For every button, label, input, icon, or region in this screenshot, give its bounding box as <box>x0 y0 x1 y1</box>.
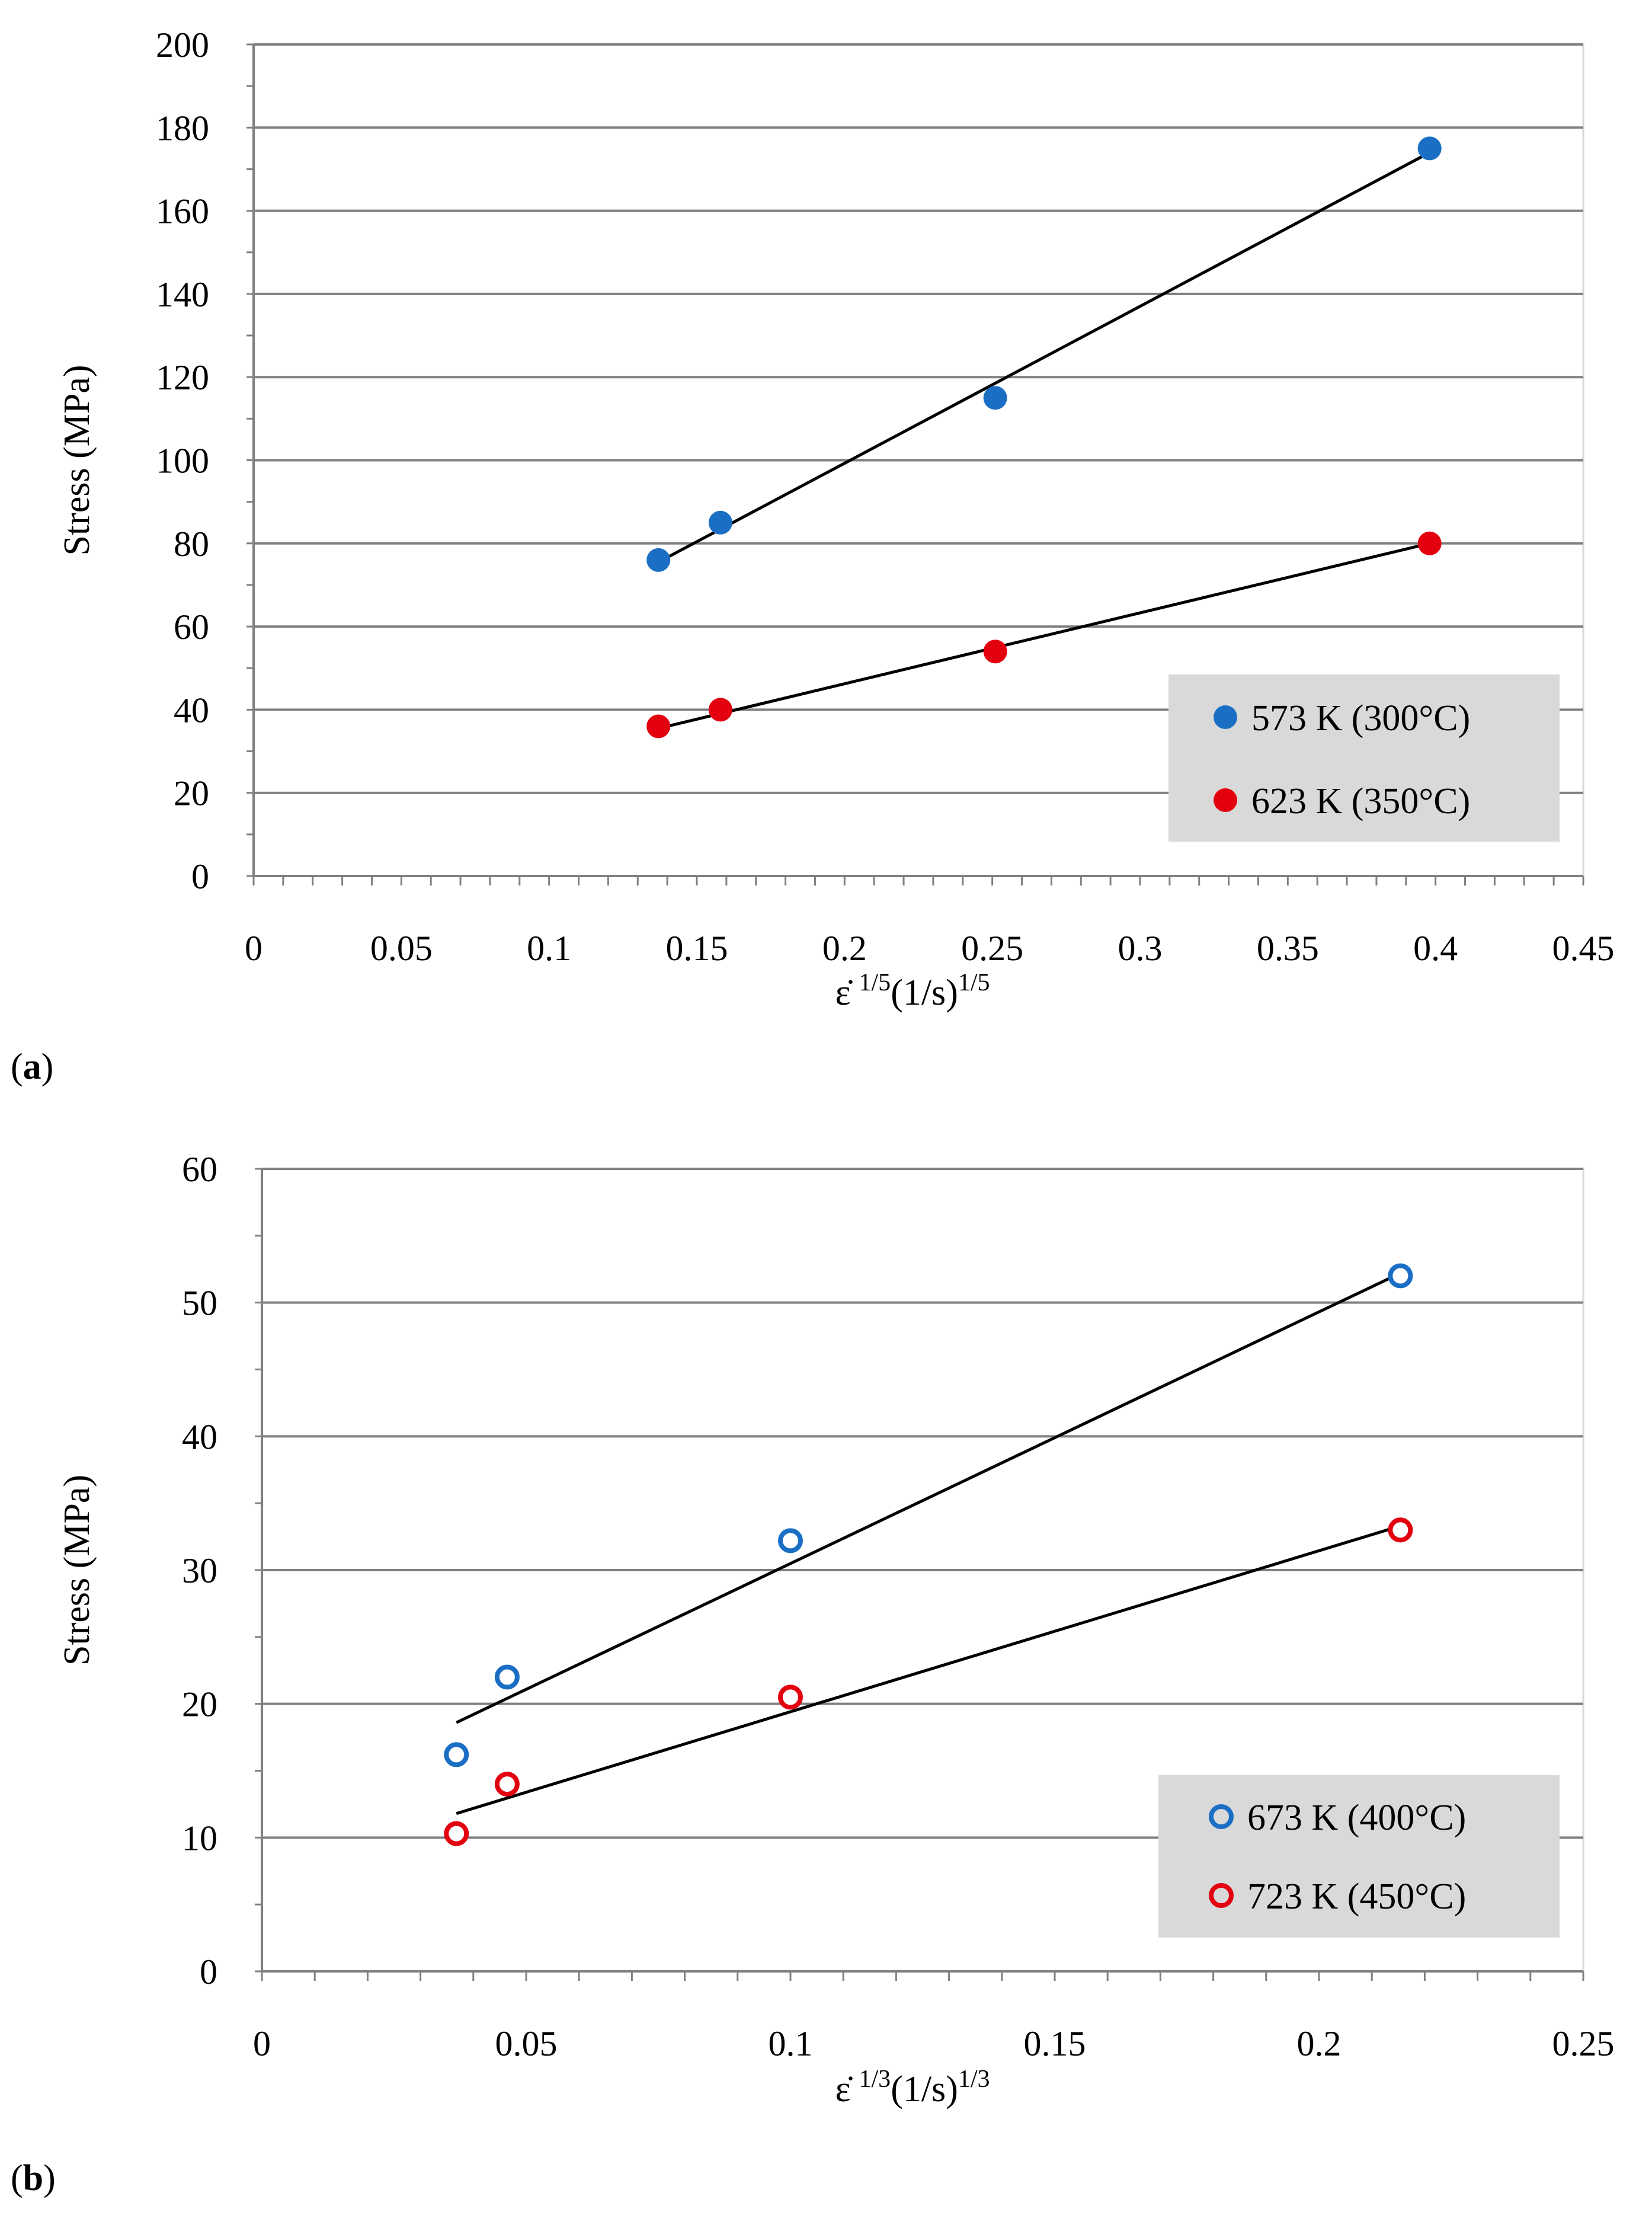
x-axis-title-part: (1/s) <box>891 2069 958 2109</box>
panel-label: (b) <box>11 2158 56 2198</box>
y-tick-label: 200 <box>156 25 209 65</box>
y-tick-label: 40 <box>182 1417 217 1456</box>
y-tick-label: 140 <box>156 275 209 314</box>
x-tick-label: 0.2 <box>822 929 867 968</box>
fit-line <box>658 152 1430 562</box>
chart-panel-b: 0 10 20 30 40 50 60 0 0.05 0.1 0.15 0.2 0.25 Stress (… <box>11 1150 1615 2198</box>
y-tick-label: 60 <box>182 1150 217 1189</box>
panel-letter: b <box>23 2158 43 2198</box>
data-point <box>646 548 670 572</box>
data-point <box>1418 136 1442 160</box>
y-axis-title: Stress (MPa) <box>57 365 97 555</box>
panel-letter: a <box>23 1047 41 1087</box>
y-tick-label: 30 <box>182 1551 217 1590</box>
x-tick-label: 0.15 <box>666 929 728 968</box>
data-point <box>497 1667 517 1687</box>
y-tick-label: 50 <box>182 1284 217 1323</box>
x-tick-label: 0 <box>245 929 262 968</box>
x-tick-label: 0.05 <box>495 2024 558 2063</box>
legend-label: 723 K (450°C) <box>1247 1877 1466 1917</box>
data-point <box>780 1687 801 1707</box>
y-tick-label: 40 <box>174 691 209 730</box>
data-point <box>497 1774 517 1794</box>
data-point <box>984 386 1007 410</box>
data-point <box>1390 1520 1410 1540</box>
y-tick-label: 20 <box>182 1685 217 1724</box>
legend-marker <box>1214 705 1237 729</box>
data-point <box>646 714 670 738</box>
y-tick-label: 10 <box>182 1818 217 1858</box>
x-axis-title-part: 1/5 <box>859 969 891 996</box>
x-tick-label: 0.35 <box>1257 929 1319 968</box>
x-axis-title-part: ε̇ <box>835 973 853 1013</box>
x-tick-label: 0.25 <box>961 929 1023 968</box>
x-axis-title-part: 1/3 <box>958 2066 990 2093</box>
legend: 673 K (400°C) 723 K (450°C) <box>1158 1775 1560 1938</box>
x-axis-title-part: 1/5 <box>958 969 990 996</box>
x-tick-label: 0.05 <box>370 929 433 968</box>
x-tick-label: 0.3 <box>1118 929 1163 968</box>
y-axis-title: Stress (MPa) <box>57 1475 97 1666</box>
x-tick-label: 0.2 <box>1297 2024 1342 2063</box>
x-tick-label: 0.15 <box>1024 2024 1086 2063</box>
y-tick-label: 80 <box>174 525 209 564</box>
x-axis-title-part: 1/3 <box>859 2066 891 2093</box>
legend-label: 673 K (400°C) <box>1247 1798 1466 1838</box>
x-axis-title-part: ε̇ <box>835 2069 853 2109</box>
y-tick-label: 120 <box>156 358 209 397</box>
y-tick-label: 0 <box>200 1952 217 1992</box>
y-tick-label: 60 <box>174 608 209 647</box>
data-point <box>984 640 1007 663</box>
x-tick-label: 0.1 <box>769 2024 813 2063</box>
x-tick-label: 0.1 <box>527 929 571 968</box>
legend: 573 K (300°C) 623 K (350°C) <box>1168 675 1560 842</box>
y-tick-label: 20 <box>174 774 209 813</box>
data-point <box>1390 1266 1410 1286</box>
data-point <box>709 511 732 535</box>
data-point <box>1418 532 1442 555</box>
fit-line <box>456 1273 1400 1722</box>
panel-label: (a) <box>11 1047 53 1087</box>
x-axis-title: ε̇ 1/3(1/s)1/3 <box>835 2066 990 2109</box>
legend-marker <box>1214 788 1237 812</box>
data-point <box>446 1744 466 1765</box>
legend-label: 573 K (300°C) <box>1251 698 1470 739</box>
legend-label: 623 K (350°C) <box>1251 781 1470 821</box>
x-axis-title: ε̇ 1/5(1/s)1/5 <box>835 969 990 1013</box>
y-tick-label: 0 <box>191 857 209 896</box>
data-point <box>446 1824 466 1844</box>
x-tick-label: 0.45 <box>1552 929 1615 968</box>
x-tick-label: 0 <box>253 2024 271 2063</box>
y-tick-label: 100 <box>156 442 209 481</box>
y-tick-label: 180 <box>156 108 209 148</box>
chart-panel-a: 0 20 40 60 80 100 120 140 160 180 200 0 0.05 0.1 0.15 0… <box>11 25 1615 1087</box>
data-point <box>780 1530 801 1551</box>
x-tick-label: 0.4 <box>1413 929 1458 968</box>
x-axis-title-part: (1/s) <box>891 973 958 1013</box>
data-point <box>709 698 732 721</box>
figure: 0204060801001201401601802000 0.05 0.1 0.15 0… <box>0 0 1652 2228</box>
x-tick-label: 0.25 <box>1552 2024 1615 2063</box>
y-tick-label: 160 <box>156 192 209 231</box>
